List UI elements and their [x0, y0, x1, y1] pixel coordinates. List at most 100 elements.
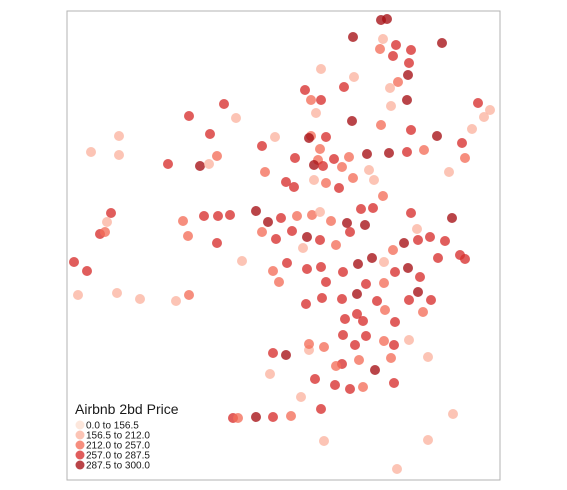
listing-point: [219, 99, 229, 109]
listing-point: [444, 167, 454, 177]
listing-point: [360, 220, 370, 230]
legend-label: 287.5 to 300.0: [86, 461, 150, 472]
listing-point: [212, 238, 222, 248]
listing-point: [326, 216, 336, 226]
listing-point: [268, 266, 278, 276]
listing-point: [311, 108, 321, 118]
listing-point: [184, 111, 194, 121]
listing-point: [316, 95, 326, 105]
listing-point: [460, 153, 470, 163]
listing-point: [73, 290, 83, 300]
listing-point: [319, 436, 329, 446]
listing-point: [309, 175, 319, 185]
listing-point: [447, 213, 457, 223]
listing-point: [257, 227, 267, 237]
listing-point: [237, 256, 247, 266]
legend-swatch: [75, 440, 85, 450]
listing-point: [112, 288, 122, 298]
listing-point: [354, 355, 364, 365]
listing-point: [274, 277, 284, 287]
listing-point: [321, 277, 331, 287]
listing-point: [330, 380, 340, 390]
listing-point: [301, 299, 311, 309]
listing-point: [348, 32, 358, 42]
listing-point: [406, 45, 416, 55]
listing-point: [281, 177, 291, 187]
listing-point: [404, 335, 414, 345]
legend-swatch: [75, 460, 85, 470]
listing-point: [334, 183, 344, 193]
listing-point: [349, 72, 359, 82]
listing-point: [386, 353, 396, 363]
listing-point: [307, 210, 317, 220]
listing-point: [356, 204, 366, 214]
listing-point: [82, 266, 92, 276]
listing-point: [296, 392, 306, 402]
listing-point: [300, 85, 310, 95]
listing-point: [286, 411, 296, 421]
listing-point: [268, 348, 278, 358]
listing-point: [376, 120, 386, 130]
listing-point: [184, 290, 194, 300]
listing-point: [163, 159, 173, 169]
listing-point: [340, 314, 350, 324]
listing-point: [344, 152, 354, 162]
listing-point: [406, 125, 416, 135]
listing-point: [199, 211, 209, 221]
listing-point: [352, 309, 362, 319]
listing-point: [114, 150, 124, 160]
listing-point: [404, 295, 414, 305]
listing-point: [379, 257, 389, 267]
listing-point: [352, 289, 362, 299]
listing-point: [432, 131, 442, 141]
listing-point: [287, 226, 297, 236]
listing-point: [419, 145, 429, 155]
listing-point: [281, 350, 291, 360]
listing-point: [415, 272, 425, 282]
listing-point: [378, 34, 388, 44]
listing-point: [319, 342, 329, 352]
listing-point: [276, 213, 286, 223]
listing-point: [331, 240, 341, 250]
listing-point: [183, 231, 193, 241]
listing-point: [404, 58, 414, 68]
legend-title: Airbnb 2bd Price: [75, 401, 179, 417]
listing-point: [233, 413, 243, 423]
listing-point: [388, 245, 398, 255]
listing-point: [361, 279, 371, 289]
listing-point: [316, 262, 326, 272]
legend-swatch: [75, 430, 85, 440]
legend-swatch: [75, 450, 85, 460]
listing-point: [380, 305, 390, 315]
listing-point: [106, 208, 116, 218]
listing-point: [315, 235, 325, 245]
listing-point: [403, 263, 413, 273]
listing-point: [205, 129, 215, 139]
listing-point: [347, 116, 357, 126]
listing-point: [345, 384, 355, 394]
listing-point: [353, 259, 363, 269]
listing-point: [358, 316, 368, 326]
listing-point: [260, 167, 270, 177]
listing-point: [302, 232, 312, 242]
listing-point: [361, 331, 371, 341]
listing-point: [386, 101, 396, 111]
listing-point: [399, 238, 409, 248]
listing-point: [358, 382, 368, 392]
listing-point: [368, 203, 378, 213]
listing-point: [467, 124, 477, 134]
listing-point: [309, 160, 319, 170]
listing-point: [263, 217, 273, 227]
listing-point: [413, 287, 423, 297]
listing-point: [337, 162, 347, 172]
listing-point: [69, 257, 79, 267]
listing-point: [372, 296, 382, 306]
listing-point: [304, 339, 314, 349]
listing-point: [135, 294, 145, 304]
listing-point: [425, 232, 435, 242]
listing-point: [204, 159, 214, 169]
listing-point: [290, 153, 300, 163]
listing-point: [390, 267, 400, 277]
listing-point: [339, 82, 349, 92]
legend-label: 156.5 to 212.0: [86, 431, 150, 442]
